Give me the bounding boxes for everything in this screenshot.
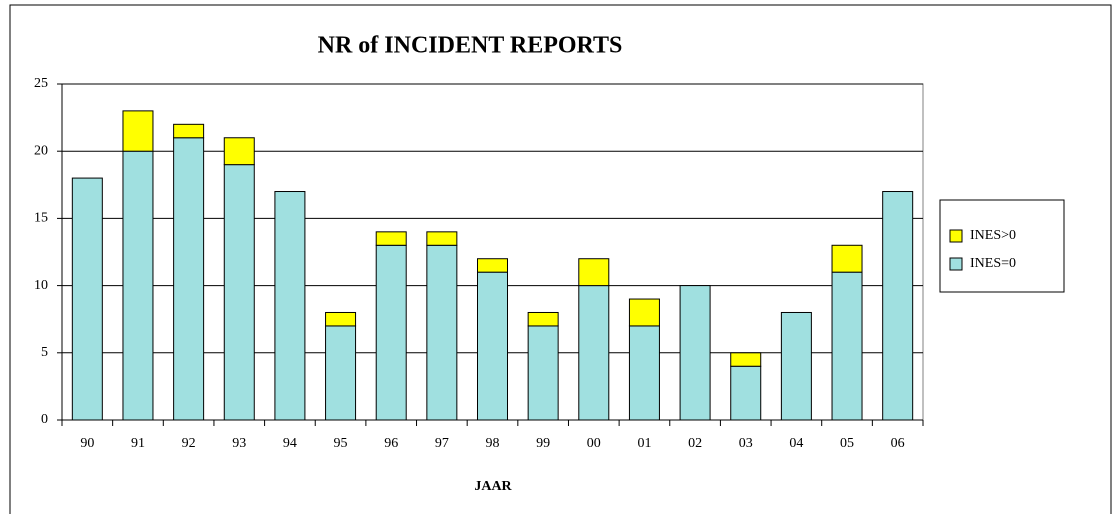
legend-box [939,199,1065,293]
y-tick-label: 20 [34,143,48,158]
x-tick-label: 02 [688,436,702,451]
bar-segment [426,244,458,421]
bar-segment [477,258,508,273]
bar-segment [122,110,154,152]
legend-label: INES>0 [970,228,1016,243]
x-tick-label: 98 [486,436,500,451]
bar-segment [679,285,711,421]
bar-segment [831,244,863,273]
bar-segment [730,352,762,367]
bar-segment [223,164,255,421]
bar-segment [173,137,205,421]
y-tick-label: 10 [34,278,48,293]
x-tick-label: 92 [182,436,196,451]
legend-swatch [949,229,963,243]
x-tick-label: 95 [334,436,348,451]
x-tick-label: 04 [789,436,803,451]
bar-segment [628,325,660,421]
x-axis-label: JAAR [474,479,512,494]
y-tick-label: 0 [41,412,48,427]
bar-segment [578,285,610,421]
x-tick-label: 96 [384,436,398,451]
x-tick-label: 91 [131,436,145,451]
bar-segment [831,271,863,421]
x-tick-label: 90 [80,436,94,451]
x-tick-label: 06 [891,436,905,451]
bar-segment [223,137,255,166]
bar-segment [426,231,458,246]
bar-segment [527,325,559,421]
bar-segment [71,177,103,421]
bar-segment [882,191,914,421]
bar-segment [173,123,205,139]
bar-segment [780,311,812,421]
bar-segment [578,258,610,287]
y-tick-label: 15 [34,211,48,226]
legend-label: INES=0 [970,256,1016,271]
x-tick-label: 05 [840,436,854,451]
y-tick-label: 25 [34,76,48,91]
chart-title: NR of INCIDENT REPORTS [318,33,623,59]
x-tick-label: 03 [739,436,753,451]
bar-segment [122,150,154,421]
bar-segment [730,365,762,421]
x-tick-label: 94 [283,436,297,451]
bar-segment [375,231,407,246]
bar-segment [274,191,306,421]
y-tick-label: 5 [41,345,48,360]
x-tick-label: 99 [536,436,550,451]
bar-segment [325,311,357,327]
x-tick-label: 01 [637,436,651,451]
legend-swatch [949,257,963,271]
x-tick-label: 93 [232,436,246,451]
bar-segment [477,271,508,421]
bar-segment [527,311,559,327]
x-tick-label: 00 [587,436,601,451]
bar-segment [628,298,660,327]
bar-segment [325,325,357,421]
bar-segment [375,244,407,421]
x-tick-label: 97 [435,436,449,451]
